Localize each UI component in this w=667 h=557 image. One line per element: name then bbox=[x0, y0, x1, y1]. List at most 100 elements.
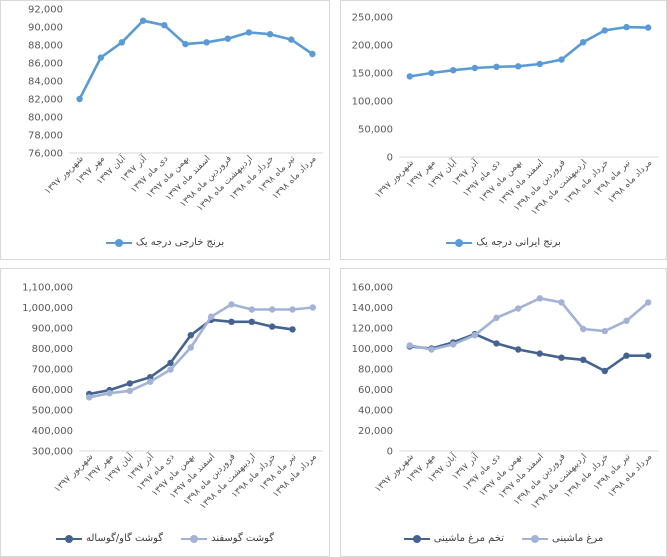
data-point bbox=[228, 301, 235, 308]
y-tick-label: 40,000 bbox=[358, 406, 393, 417]
series-line bbox=[78, 19, 314, 101]
chart-svg-meat: 300,000 400,000 500,000 600,000 700,000 800,0… bbox=[22, 283, 323, 512]
chart-svg-iranian-rice: 050,000100,000150,000200,000250,000شهریو… bbox=[352, 13, 659, 218]
data-point bbox=[97, 54, 105, 61]
y-tick-label: 20,000 bbox=[358, 426, 393, 437]
data-point bbox=[203, 39, 210, 46]
legend-swatch bbox=[105, 238, 132, 248]
data-point bbox=[228, 318, 235, 325]
y-tick-label: 60,000 bbox=[358, 385, 393, 396]
data-point bbox=[76, 95, 83, 103]
y-tick-label: 300,000 bbox=[32, 447, 73, 458]
data-point bbox=[224, 35, 231, 42]
chart-legend: برنج ایرانی درجه یک bbox=[341, 237, 666, 248]
data-point bbox=[289, 306, 296, 313]
data-point bbox=[118, 39, 126, 46]
data-point bbox=[450, 67, 457, 74]
data-point bbox=[536, 350, 543, 357]
data-point bbox=[269, 306, 276, 313]
data-point bbox=[428, 69, 435, 77]
data-point bbox=[428, 346, 435, 353]
chart-legend: برنج خارجی درجه یک bbox=[1, 237, 329, 248]
data-point bbox=[126, 387, 133, 395]
data-point bbox=[493, 314, 500, 321]
legend-swatch bbox=[56, 534, 82, 544]
data-point bbox=[493, 63, 500, 70]
y-tick-label: 160,000 bbox=[352, 283, 393, 294]
data-point bbox=[558, 354, 565, 361]
data-point bbox=[645, 24, 652, 31]
y-tick-label: 250,000 bbox=[352, 13, 393, 24]
legend-item: برنج ایرانی درجه یک bbox=[446, 237, 561, 248]
legend-label: مرغ ماشینی bbox=[552, 533, 604, 544]
chart-panel-poultry: 0 20,000 40,000 60,000 80,000 100,000 120,000 1… bbox=[340, 268, 667, 557]
y-tick-label: 82,000 bbox=[28, 95, 63, 106]
data-point bbox=[288, 36, 295, 43]
data-point bbox=[309, 50, 316, 58]
y-tick-label: 86,000 bbox=[28, 59, 63, 70]
legend-label: گوشت گوسفند bbox=[211, 533, 275, 544]
y-tick-label: 92,000 bbox=[28, 5, 63, 16]
y-tick-label: 900,000 bbox=[32, 324, 73, 335]
data-point bbox=[515, 346, 522, 353]
y-tick-label: 100,000 bbox=[352, 344, 393, 355]
data-point bbox=[106, 390, 113, 397]
data-point bbox=[450, 341, 457, 348]
chart-legend: مرغ ماشینی تخم مرغ ماشینی bbox=[341, 533, 666, 544]
data-point bbox=[601, 27, 608, 34]
y-tick-label: 80,000 bbox=[358, 365, 393, 376]
data-point bbox=[558, 56, 565, 63]
legend-label: برنج خارجی درجه یک bbox=[135, 237, 225, 248]
data-point bbox=[580, 356, 587, 363]
y-tick-label: 150,000 bbox=[352, 69, 393, 80]
legend-label: تخم مرغ ماشینی bbox=[433, 533, 505, 544]
data-point bbox=[126, 380, 133, 387]
series-line bbox=[87, 303, 315, 399]
y-tick-label: 500,000 bbox=[32, 406, 73, 417]
data-point bbox=[493, 340, 500, 347]
data-point bbox=[187, 344, 194, 351]
data-point bbox=[269, 323, 276, 330]
data-point bbox=[601, 367, 608, 375]
data-point bbox=[289, 326, 296, 333]
y-tick-label: 700,000 bbox=[32, 365, 73, 376]
series-line bbox=[408, 332, 650, 373]
data-point bbox=[161, 22, 168, 29]
y-tick-label: 800,000 bbox=[32, 344, 73, 355]
data-point bbox=[601, 327, 608, 335]
data-point bbox=[187, 332, 194, 339]
data-point bbox=[645, 299, 652, 306]
chart-panel-foreign-rice: 76,000 78,000 80,000 82,000 84,000 86,000 88,0… bbox=[0, 0, 330, 260]
legend-swatch bbox=[181, 534, 208, 544]
data-point bbox=[182, 40, 189, 48]
y-tick-label: 1,000,000 bbox=[22, 303, 73, 314]
y-tick-label: 80,000 bbox=[28, 113, 63, 124]
series-line bbox=[408, 25, 650, 78]
data-point bbox=[406, 342, 413, 349]
legend-swatch bbox=[522, 534, 549, 544]
y-tick-label: 50,000 bbox=[358, 125, 393, 136]
y-tick-label: 76,000 bbox=[28, 149, 63, 160]
chart-panel-iranian-rice: 0 50,000 100,000 150,000 200,000 250,000 شهریو… bbox=[340, 0, 667, 260]
series-line bbox=[408, 297, 650, 351]
data-point bbox=[580, 325, 587, 333]
data-point bbox=[623, 23, 630, 31]
y-tick-label: 78,000 bbox=[28, 131, 63, 142]
data-point bbox=[248, 318, 255, 325]
data-point bbox=[147, 378, 154, 385]
y-tick-label: 84,000 bbox=[28, 77, 63, 88]
data-point bbox=[515, 305, 522, 312]
y-tick-label: 88,000 bbox=[28, 41, 63, 52]
data-point bbox=[471, 64, 478, 72]
legend-item: برنج خارجی درجه یک bbox=[105, 237, 225, 248]
data-point bbox=[208, 313, 215, 320]
data-point bbox=[536, 60, 543, 68]
data-point bbox=[645, 352, 652, 359]
data-point bbox=[623, 352, 630, 359]
data-point bbox=[309, 304, 316, 311]
data-point bbox=[266, 31, 274, 38]
chart-panel-meat: 300,000 400,000 500,000 600,000 700,000 800,0… bbox=[0, 268, 330, 557]
y-tick-label: 600,000 bbox=[32, 385, 73, 396]
data-point bbox=[623, 317, 630, 324]
data-point bbox=[139, 17, 147, 24]
